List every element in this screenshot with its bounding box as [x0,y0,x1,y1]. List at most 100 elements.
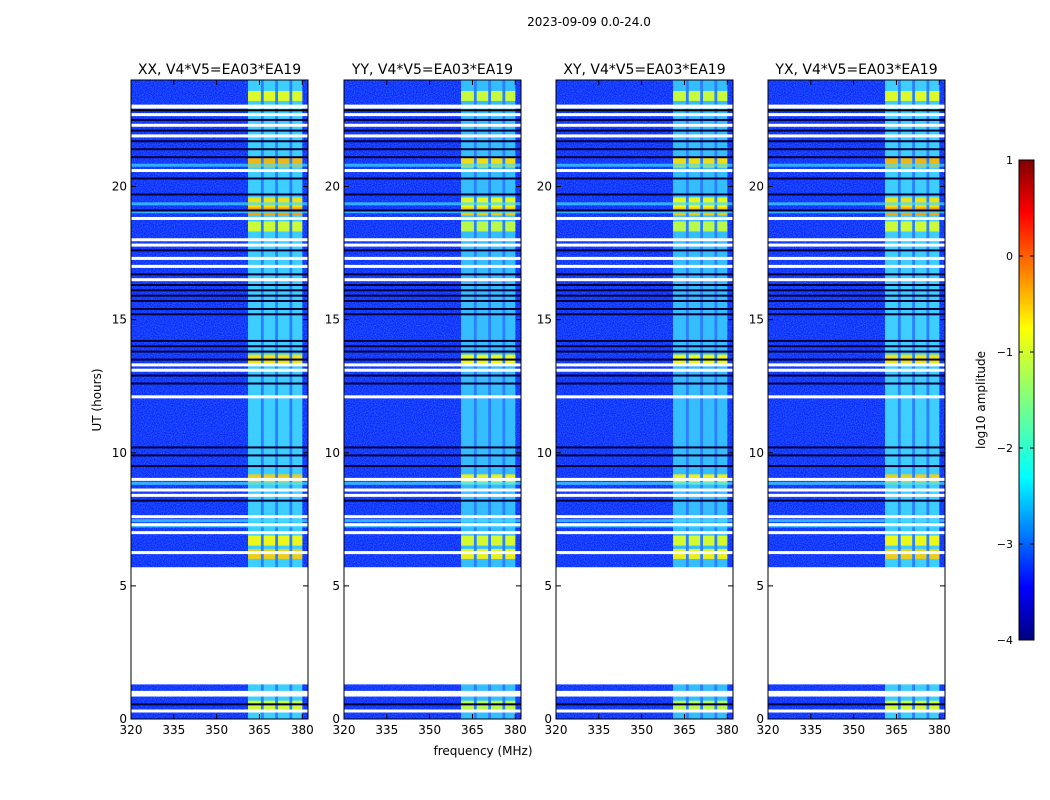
x-tick-label: 365 [248,723,271,737]
x-tick-label: 320 [120,723,143,737]
x-tick-label: 320 [333,723,356,737]
colorbar-tick-label: −1 [997,346,1013,359]
dark-flag-row [344,273,521,276]
panel-3: YX, V4*V5=EA03*EA19 320 335 350 365 380 0 5 10 15… [749,62,951,737]
rfi-hot-cell [248,157,261,168]
rfi-hot-cell [505,221,516,232]
dark-flag-row [344,703,521,706]
y-tick-label: 0 [756,712,764,726]
flagged-row [344,243,521,247]
rfi-hot-cell [915,535,927,546]
rfi-hot-cell [900,535,913,546]
rfi-subband [491,80,503,719]
flagged-row [556,488,733,492]
rfi-hot-cell [292,157,303,168]
flagged-row [768,216,945,220]
y-tick-label: 20 [749,180,764,194]
flagged-row [131,523,308,527]
rfi-hot-cell [278,90,290,101]
broadband-row [556,481,733,485]
flagged-row [131,363,308,367]
flagged-row [768,515,945,519]
colorbar-tick-label: −3 [997,538,1013,551]
flagged-row [556,169,733,173]
flagged-row [556,709,733,713]
dark-flag-row [344,109,521,112]
dark-flag-row [344,118,521,121]
flagged-row [344,493,521,497]
flagged-row [768,531,945,535]
rfi-subband [717,80,728,719]
flagged-row [344,488,521,492]
flagged-row [556,363,733,367]
x-tick-label: 380 [716,723,739,737]
flagged-row [131,238,308,242]
dark-flag-row [556,454,733,457]
dark-flag-row [556,148,733,151]
dark-flag-row [131,345,308,348]
dark-flag-row [556,289,733,292]
rfi-hot-cell [717,535,728,546]
rfi-hot-cell [292,90,303,101]
dark-flag-row [768,193,945,196]
rfi-hot-cell [929,157,940,168]
dark-flag-row [768,345,945,348]
x-tick-label: 365 [461,723,484,737]
rfi-hot-cell [278,221,290,232]
dark-flag-row [344,289,521,292]
dark-flag-row [344,382,521,385]
dark-flag-row [556,313,733,316]
rfi-hot-cell [491,90,503,101]
data-gap [344,567,521,685]
flagged-row [131,216,308,220]
rfi-hot-cell [292,535,303,546]
y-tick-label: 5 [544,579,552,593]
dark-flag-row [131,703,308,706]
flagged-row [768,243,945,247]
flagged-row [556,690,733,694]
dark-flag-row [556,129,733,132]
dark-flag-row [768,374,945,377]
flagged-row [344,523,521,527]
flagged-row [768,551,945,555]
y-tick-label: 10 [537,446,552,460]
dark-flag-row [131,499,308,502]
rfi-hot-cell [491,157,503,168]
dark-flag-row [556,345,733,348]
rfi-hot-cell [263,90,276,101]
dark-flag-row [768,177,945,180]
broadband-row [131,163,308,167]
flagged-row [344,477,521,481]
flagged-row [131,693,308,697]
dark-flag-row [344,156,521,159]
rfi-hot-cell [505,535,516,546]
flagged-row [556,134,733,138]
flagged-row [556,123,733,127]
dark-flag-row [768,273,945,276]
broadband-row [344,163,521,167]
flagged-row [768,493,945,497]
flagged-row [556,693,733,697]
rfi-hot-cell [703,157,715,168]
flagged-row [768,488,945,492]
panel-title: XX, V4*V5=EA03*EA19 [138,62,301,78]
dark-flag-row [344,358,521,361]
dark-flag-row [768,284,945,287]
rfi-hot-cell [885,535,898,546]
flagged-row [556,477,733,481]
dark-flag-row [556,156,733,159]
panel-2: XY, V4*V5=EA03*EA19 320 335 350 365 380 0 5 10 15… [537,62,739,737]
rfi-subband [929,80,940,719]
dark-flag-row [131,339,308,342]
dark-flag-row [556,446,733,449]
flagged-row [131,551,308,555]
dark-flag-row [768,350,945,353]
dark-flag-row [131,209,308,212]
dark-flag-row [131,249,308,252]
dark-flag-row [768,499,945,502]
dark-flag-row [768,249,945,252]
flagged-row [131,104,308,109]
rfi-hot-cell [461,535,474,546]
x-tick-label: 380 [928,723,951,737]
dark-flag-row [344,313,521,316]
